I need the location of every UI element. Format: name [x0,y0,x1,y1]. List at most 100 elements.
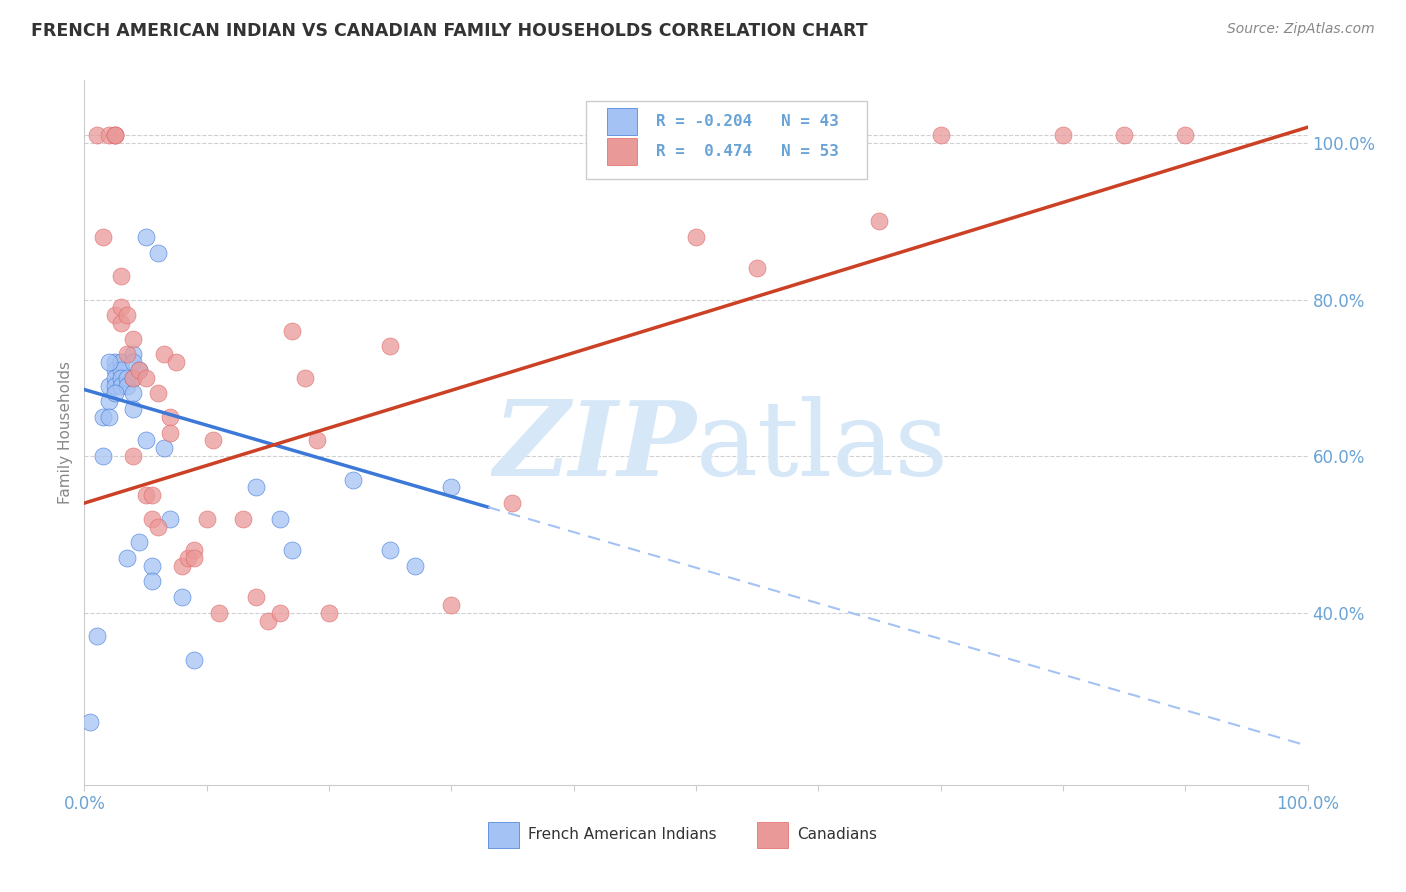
Point [104,363,127,377]
Point [869,214,891,228]
Point [146,519,169,533]
Point [104,355,127,369]
Point [122,402,145,417]
Point [104,128,127,142]
Point [97,355,120,369]
Point [110,378,132,392]
FancyBboxPatch shape [586,102,868,179]
Point [165,355,187,369]
Point [172,590,194,604]
Point [747,261,769,276]
Point [502,496,524,510]
Point [305,434,328,448]
Point [104,386,127,401]
Point [929,128,952,142]
Point [97,394,120,409]
Point [440,480,463,494]
Text: ZIP: ZIP [494,396,696,498]
Text: FRENCH AMERICAN INDIAN VS CANADIAN FAMILY HOUSEHOLDS CORRELATION CHART: FRENCH AMERICAN INDIAN VS CANADIAN FAMIL… [31,22,868,40]
Text: R =  0.474   N = 53: R = 0.474 N = 53 [655,144,838,159]
Point [104,371,127,385]
Point [115,347,138,361]
Point [269,512,291,526]
Point [380,543,402,558]
FancyBboxPatch shape [488,822,519,848]
Point [122,371,145,385]
Point [245,590,267,604]
FancyBboxPatch shape [758,822,787,848]
Text: atlas: atlas [696,396,949,498]
Point [159,409,181,424]
Point [1052,128,1074,142]
Point [104,308,127,322]
Point [115,308,138,322]
Point [122,332,145,346]
Point [245,480,267,494]
Point [128,535,150,549]
Point [685,230,707,244]
Point [183,543,205,558]
Point [404,558,426,573]
Point [91,449,114,463]
Point [146,245,169,260]
Point [86,629,108,643]
Point [110,316,132,330]
Point [110,301,132,315]
Point [172,558,194,573]
Text: French American Indians: French American Indians [529,828,717,842]
Point [91,230,114,244]
Point [1174,128,1197,142]
Point [159,512,181,526]
Point [208,606,231,620]
Point [104,128,127,142]
Point [97,378,120,392]
Point [269,606,291,620]
Point [146,386,169,401]
FancyBboxPatch shape [606,109,637,136]
Point [281,543,304,558]
Point [257,614,280,628]
Point [141,488,163,502]
Point [807,128,830,142]
Point [380,339,402,353]
Point [141,558,163,573]
Point [104,128,127,142]
Y-axis label: Family Households: Family Households [58,361,73,504]
FancyBboxPatch shape [606,138,637,165]
Point [135,434,157,448]
Point [128,363,150,377]
Point [141,574,163,589]
Point [104,378,127,392]
Point [135,230,157,244]
Point [586,128,609,142]
Point [177,550,200,565]
Point [141,512,163,526]
Point [183,550,205,565]
Point [128,363,150,377]
Point [135,371,157,385]
Point [122,449,145,463]
Text: R = -0.204   N = 43: R = -0.204 N = 43 [655,114,838,129]
Point [110,355,132,369]
Point [159,425,181,440]
Point [153,442,176,456]
Point [122,347,145,361]
Point [1114,128,1136,142]
Point [195,512,218,526]
Point [342,473,364,487]
Point [115,371,138,385]
Point [122,371,145,385]
Text: Source: ZipAtlas.com: Source: ZipAtlas.com [1227,22,1375,37]
Point [110,371,132,385]
Point [79,715,101,730]
Point [294,371,316,385]
Point [281,324,304,338]
Text: Canadians: Canadians [797,828,877,842]
Point [86,128,108,142]
Point [115,378,138,392]
Point [115,550,138,565]
Point [97,409,120,424]
Point [440,598,463,612]
Point [232,512,254,526]
Point [135,488,157,502]
